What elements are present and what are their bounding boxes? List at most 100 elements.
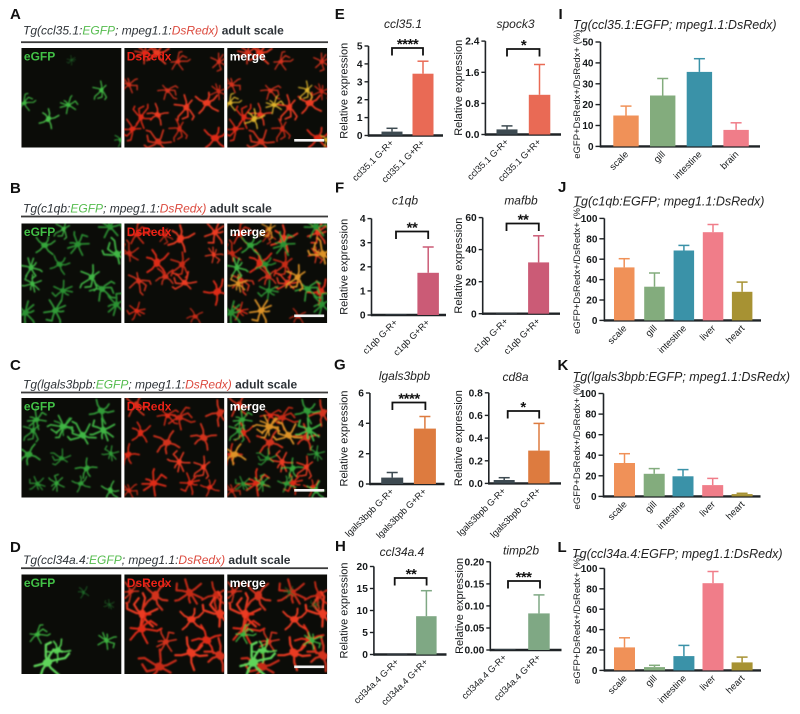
svg-text:5: 5 (357, 42, 363, 53)
svg-text:20: 20 (586, 296, 598, 307)
svg-text:40: 40 (465, 245, 477, 256)
svg-text:0: 0 (592, 666, 598, 677)
svg-text:0.20: 0.20 (464, 557, 484, 568)
svg-text:Relative expression: Relative expression (339, 563, 351, 659)
svg-text:3: 3 (360, 238, 366, 249)
svg-text:eGFP+DsRedx+/DsRedx+ (%): eGFP+DsRedx+/DsRedx+ (%) (572, 205, 583, 334)
svg-text:Relative expression: Relative expression (339, 219, 351, 315)
svg-text:100: 100 (581, 214, 598, 225)
svg-text:scale: scale (606, 673, 629, 696)
svg-text:60: 60 (586, 255, 598, 266)
svg-text:0: 0 (592, 316, 598, 327)
svg-text:Tg(c1qb:EGFP; mpeg1.1:DsRedx): Tg(c1qb:EGFP; mpeg1.1:DsRedx) adult scal… (23, 202, 272, 216)
svg-text:0.2: 0.2 (469, 456, 483, 467)
svg-text:100: 100 (580, 389, 597, 400)
svg-text:Relative expression: Relative expression (453, 40, 465, 136)
svg-text:Relative expression: Relative expression (453, 390, 465, 486)
svg-text:ccl34a.4: ccl34a.4 (380, 545, 425, 559)
svg-text:50: 50 (582, 38, 594, 49)
svg-text:Tg(ccl34a.4:EGFP; mpeg1.1:DsRe: Tg(ccl34a.4:EGFP; mpeg1.1:DsRedx) (572, 547, 783, 561)
svg-text:4: 4 (358, 419, 364, 430)
svg-text:intestine: intestine (656, 673, 689, 706)
svg-text:2: 2 (360, 262, 366, 273)
svg-text:B: B (10, 180, 21, 197)
svg-text:*: * (520, 399, 526, 416)
svg-text:eGFP+DsRedx+/DsRedx+ (%): eGFP+DsRedx+/DsRedx+ (%) (572, 555, 583, 684)
svg-text:timp2b: timp2b (503, 544, 539, 558)
svg-text:scale: scale (608, 149, 631, 172)
svg-text:merge: merge (230, 225, 266, 239)
svg-text:eGFP: eGFP (24, 225, 55, 239)
svg-text:gill: gill (644, 323, 660, 339)
svg-text:20: 20 (357, 562, 369, 573)
svg-text:G: G (334, 357, 346, 374)
svg-text:**: ** (407, 220, 418, 237)
svg-text:20: 20 (585, 471, 597, 482)
svg-text:DsRedx: DsRedx (127, 50, 172, 64)
svg-text:0.0: 0.0 (469, 479, 483, 490)
svg-text:Relative expression: Relative expression (339, 391, 351, 487)
svg-text:Tg(ccl34a.4:EGFP; mpeg1.1:DsRe: Tg(ccl34a.4:EGFP; mpeg1.1:DsRedx) adult … (23, 553, 291, 567)
svg-text:Tg(lgals3bpb:EGFP; mpeg1.1:DsR: Tg(lgals3bpb:EGFP; mpeg1.1:DsRedx) (573, 370, 790, 384)
svg-text:heart: heart (724, 323, 747, 346)
svg-text:intestine: intestine (656, 323, 689, 356)
svg-text:0: 0 (360, 311, 366, 322)
svg-text:0: 0 (471, 309, 477, 320)
svg-text:intestine: intestine (672, 149, 705, 182)
svg-text:40: 40 (586, 275, 598, 286)
svg-text:Tg(ccl35.1:EGFP; mpeg1.1:DsRed: Tg(ccl35.1:EGFP; mpeg1.1:DsRedx) (573, 18, 777, 32)
svg-text:80: 80 (586, 584, 598, 595)
svg-text:gill: gill (644, 673, 660, 689)
svg-text:0: 0 (588, 142, 594, 153)
svg-text:spock3: spock3 (496, 17, 534, 31)
svg-text:gill: gill (643, 499, 659, 515)
svg-text:Tg(lgals3bpb:EGFP; mpeg1.1:DsR: Tg(lgals3bpb:EGFP; mpeg1.1:DsRedx) adult… (23, 378, 297, 392)
svg-text:20: 20 (465, 277, 477, 288)
svg-text:0.6: 0.6 (469, 411, 483, 422)
svg-text:4: 4 (360, 214, 366, 225)
svg-text:30: 30 (582, 79, 594, 90)
svg-text:liver: liver (698, 499, 718, 519)
svg-text:heart: heart (724, 499, 747, 522)
svg-text:0: 0 (362, 650, 368, 661)
svg-text:60: 60 (585, 430, 597, 441)
svg-text:E: E (335, 6, 345, 23)
svg-text:60: 60 (586, 605, 598, 616)
svg-text:Tg(c1qb:EGFP; mpeg1.1:DsRedx): Tg(c1qb:EGFP; mpeg1.1:DsRedx) (573, 195, 764, 209)
svg-text:1: 1 (357, 113, 363, 124)
svg-text:ccl35.1: ccl35.1 (384, 17, 422, 31)
svg-text:0: 0 (358, 480, 364, 491)
svg-text:2: 2 (358, 449, 364, 460)
svg-text:merge: merge (230, 50, 266, 64)
svg-text:I: I (559, 6, 563, 23)
svg-text:80: 80 (586, 234, 598, 245)
svg-text:1: 1 (360, 287, 366, 298)
svg-text:4: 4 (357, 60, 363, 71)
svg-text:J: J (558, 179, 566, 196)
svg-text:1.6: 1.6 (465, 68, 479, 79)
svg-text:0.15: 0.15 (464, 580, 484, 591)
svg-text:eGFP+DsRedx+/DsRedx+ (%): eGFP+DsRedx+/DsRedx+ (%) (572, 380, 583, 509)
svg-text:lgals3bpb: lgals3bpb (379, 369, 431, 383)
svg-text:heart: heart (724, 673, 747, 696)
svg-text:10: 10 (582, 121, 594, 132)
svg-text:3: 3 (357, 77, 363, 88)
svg-text:0.00: 0.00 (464, 646, 484, 657)
svg-text:Tg(ccl35.1:EGFP; mpeg1.1:DsRed: Tg(ccl35.1:EGFP; mpeg1.1:DsRedx) adult s… (23, 24, 284, 38)
svg-text:**: ** (518, 212, 529, 229)
svg-text:40: 40 (586, 625, 598, 636)
svg-text:0: 0 (591, 492, 597, 503)
svg-text:5: 5 (362, 628, 368, 639)
svg-text:***: *** (515, 569, 532, 586)
svg-text:Relative expression: Relative expression (339, 43, 351, 139)
svg-text:brain: brain (719, 149, 742, 172)
svg-text:*: * (521, 37, 527, 54)
svg-text:0.0: 0.0 (465, 130, 479, 141)
svg-text:****: **** (398, 391, 420, 408)
svg-text:0.4: 0.4 (469, 434, 483, 445)
svg-text:eGFP: eGFP (24, 400, 55, 414)
svg-text:DsRedx: DsRedx (127, 576, 172, 590)
svg-text:**: ** (406, 566, 417, 583)
svg-text:20: 20 (586, 646, 598, 657)
svg-text:2: 2 (357, 95, 363, 106)
